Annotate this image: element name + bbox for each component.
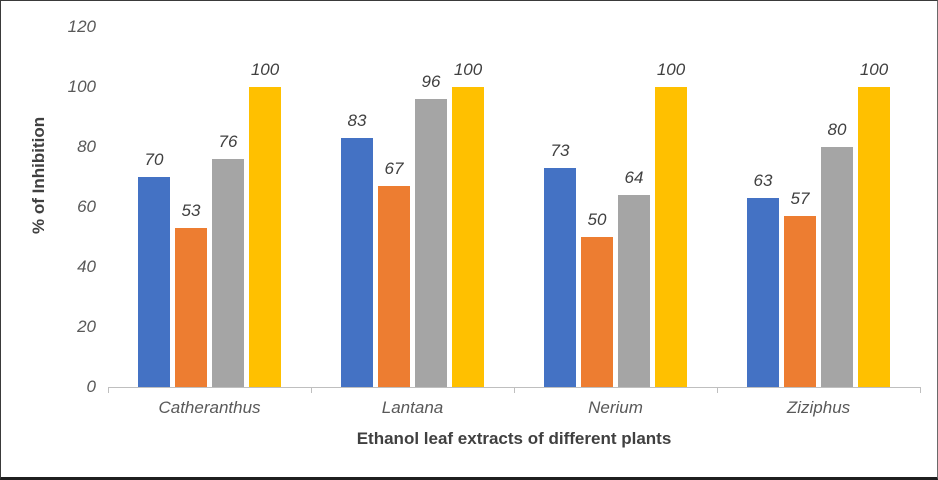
bar-data-label: 70 — [144, 150, 164, 169]
x-axis-tick — [108, 387, 109, 393]
bar-data-label: 67 — [384, 159, 404, 178]
bar-data-label: 63 — [753, 171, 773, 190]
bar-gray — [821, 147, 853, 387]
x-axis-category-label: Lantana — [381, 398, 444, 417]
bar-blue — [544, 168, 576, 387]
y-axis-tick-label: 40 — [77, 257, 96, 276]
bar-data-label: 100 — [656, 60, 686, 79]
bar-yellow — [452, 87, 484, 387]
bar-data-label: 100 — [250, 60, 280, 79]
bar-orange — [175, 228, 207, 387]
bar-gray — [212, 159, 244, 387]
bar-blue — [341, 138, 373, 387]
bar-orange — [784, 216, 816, 387]
y-axis-tick-label: 80 — [77, 137, 96, 156]
x-axis-category-label: Ziziphus — [786, 398, 851, 417]
bar-gray — [415, 99, 447, 387]
y-axis-tick-label: 100 — [67, 77, 96, 96]
y-axis-tick-label: 20 — [77, 317, 96, 336]
x-axis-tick — [311, 387, 312, 393]
bar-data-label: 53 — [181, 201, 201, 220]
x-axis-tick — [717, 387, 718, 393]
x-axis-title: Ethanol leaf extracts of different plant… — [356, 429, 672, 448]
x-axis-tick — [920, 387, 921, 393]
bar-data-label: 50 — [587, 210, 607, 229]
bar-data-label: 64 — [624, 168, 644, 187]
y-axis-tick-label: 120 — [67, 17, 96, 36]
bar-orange — [378, 186, 410, 387]
x-axis-tick — [514, 387, 515, 393]
bar-blue — [747, 198, 779, 387]
bar-data-label: 100 — [859, 60, 889, 79]
bar-data-label: 96 — [421, 72, 441, 91]
bar-data-label: 100 — [453, 60, 483, 79]
bar-data-label: 73 — [550, 141, 570, 160]
y-axis-tick-label: 0 — [86, 377, 96, 396]
bar-yellow — [249, 87, 281, 387]
bar-data-label: 80 — [827, 120, 847, 139]
bar-orange — [581, 237, 613, 387]
bar-blue — [138, 177, 170, 387]
bar-yellow — [655, 87, 687, 387]
y-axis-tick-label: 60 — [77, 197, 96, 216]
bar-data-label: 83 — [347, 111, 367, 130]
bar-gray — [618, 195, 650, 387]
x-axis-category-label: Catheranthus — [158, 398, 261, 417]
bar-data-label: 76 — [218, 132, 238, 151]
bar-yellow — [858, 87, 890, 387]
x-axis-category-label: Nerium — [588, 398, 643, 417]
bar-data-label: 57 — [790, 189, 810, 208]
